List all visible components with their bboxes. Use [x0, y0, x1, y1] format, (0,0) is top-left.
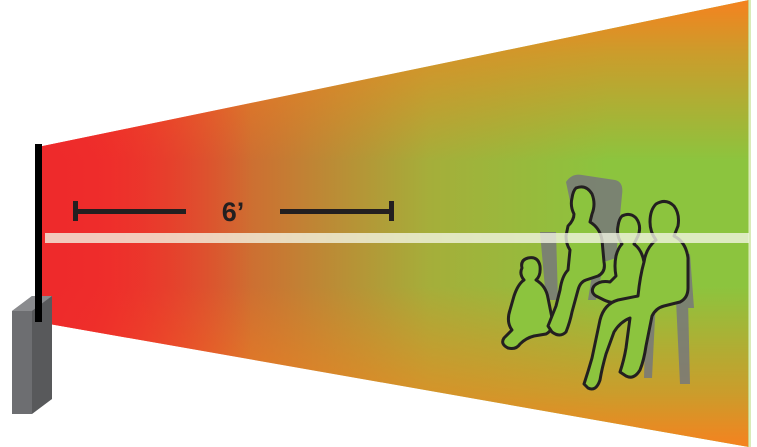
- woman-viewer: [546, 185, 606, 337]
- man-viewer: [582, 199, 690, 391]
- viewing-zone-wedge: [38, 0, 749, 447]
- measure-left-bar: [73, 209, 186, 214]
- wedge-far-edge: [748, 0, 751, 447]
- tv-screen-icon: [35, 144, 42, 322]
- distance-label: 6’: [222, 197, 245, 227]
- tv-stand-icon: [12, 296, 52, 414]
- measure-right-bar: [280, 209, 393, 214]
- distance-measure-line: [73, 201, 394, 221]
- measure-right-tick: [389, 201, 394, 221]
- child-viewer: [501, 256, 554, 350]
- sightline-band: [45, 233, 749, 243]
